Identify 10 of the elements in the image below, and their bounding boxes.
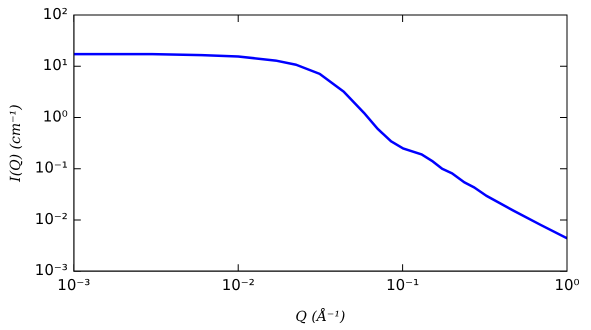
x-tick-label: 10⁻¹ xyxy=(386,276,420,294)
y-axis-title: I(Q) (cm⁻¹) xyxy=(8,104,24,183)
y-tick-label: 10² xyxy=(42,4,68,23)
y-tick-label: 10¹ xyxy=(42,56,68,74)
x-tick-label: 10⁰ xyxy=(554,276,580,294)
y-tick-label: 10⁰ xyxy=(42,107,68,126)
y-tick-label: 10⁻² xyxy=(34,210,68,228)
y-tick-label: 10⁻¹ xyxy=(34,158,68,177)
x-axis-title: Q (Å⁻¹) xyxy=(295,308,346,326)
x-tick-label: 10⁻² xyxy=(222,276,255,294)
